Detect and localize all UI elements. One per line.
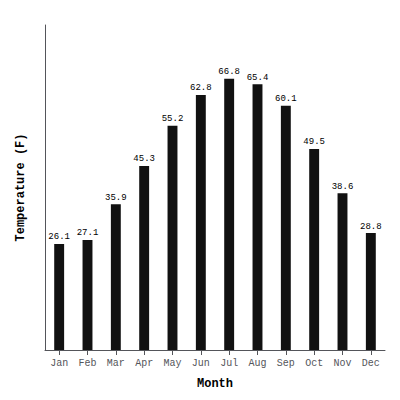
svg-text:55.2: 55.2: [162, 114, 184, 124]
svg-text:Jun: Jun: [192, 358, 210, 369]
svg-text:Oct: Oct: [305, 358, 323, 369]
svg-text:Jul: Jul: [220, 358, 238, 369]
svg-text:Month: Month: [197, 377, 233, 391]
svg-text:35.9: 35.9: [105, 193, 127, 203]
svg-text:49.5: 49.5: [303, 137, 325, 147]
svg-text:Dec: Dec: [362, 358, 380, 369]
svg-text:66.8: 66.8: [218, 67, 240, 77]
svg-text:60.1: 60.1: [275, 94, 297, 104]
svg-text:Temperature (F): Temperature (F): [14, 133, 28, 241]
svg-text:65.4: 65.4: [247, 73, 269, 83]
svg-text:28.8: 28.8: [360, 222, 382, 232]
svg-text:Sep: Sep: [277, 358, 295, 369]
svg-text:Jan: Jan: [50, 358, 68, 369]
svg-text:May: May: [163, 358, 181, 369]
svg-text:Nov: Nov: [333, 358, 351, 369]
svg-text:Aug: Aug: [248, 358, 266, 369]
svg-text:38.6: 38.6: [332, 182, 354, 192]
svg-text:Apr: Apr: [135, 358, 153, 369]
svg-text:Feb: Feb: [78, 358, 96, 369]
svg-text:Mar: Mar: [107, 358, 125, 369]
svg-text:45.3: 45.3: [133, 154, 155, 164]
svg-text:26.1: 26.1: [48, 232, 70, 242]
svg-text:62.8: 62.8: [190, 83, 212, 93]
svg-text:27.1: 27.1: [77, 228, 99, 238]
